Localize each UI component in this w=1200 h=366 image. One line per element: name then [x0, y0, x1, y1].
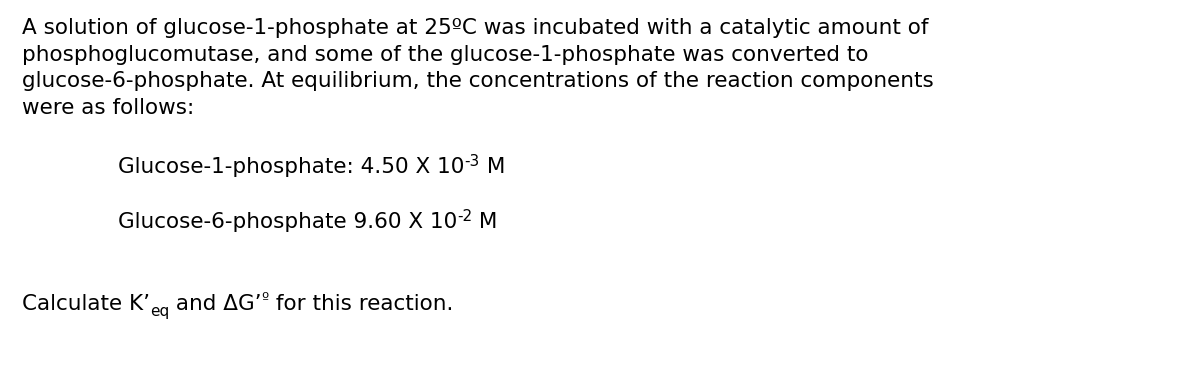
Text: Glucose-1-phosphate: 4.50 X 10: Glucose-1-phosphate: 4.50 X 10	[118, 157, 464, 177]
Text: and ΔG’: and ΔG’	[169, 294, 262, 314]
Text: -2: -2	[457, 209, 473, 224]
Text: Glucose-6-phosphate 9.60 X 10: Glucose-6-phosphate 9.60 X 10	[118, 212, 457, 232]
Text: M: M	[473, 212, 498, 232]
Text: A solution of glucose-1-phosphate at 25ºC was incubated with a catalytic amount : A solution of glucose-1-phosphate at 25º…	[22, 18, 934, 118]
Text: º: º	[262, 291, 269, 306]
Text: -3: -3	[464, 154, 480, 169]
Text: eq: eq	[150, 303, 169, 318]
Text: for this reaction.: for this reaction.	[269, 294, 454, 314]
Text: M: M	[480, 157, 505, 177]
Text: Calculate K’: Calculate K’	[22, 294, 150, 314]
